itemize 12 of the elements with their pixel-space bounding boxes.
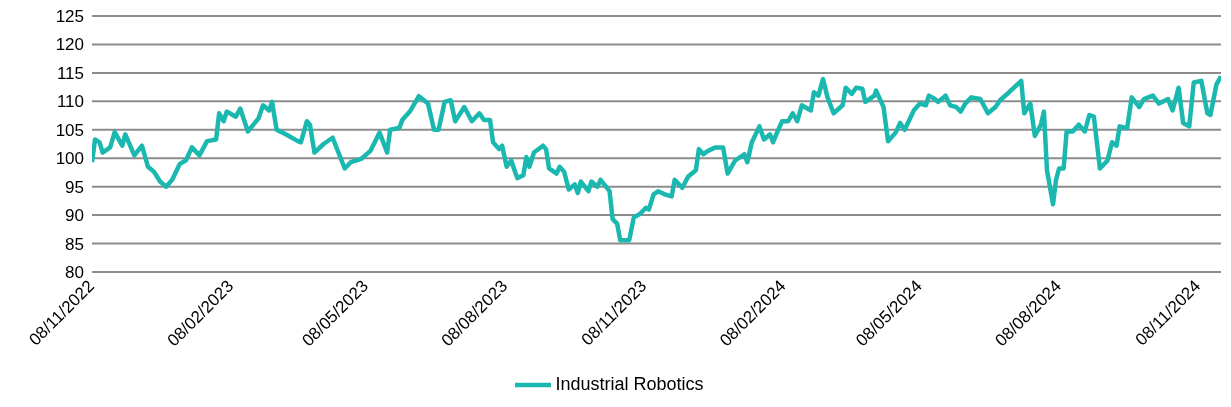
y-tick-label: 90 [65,206,84,226]
y-tick-label: 120 [55,35,84,55]
y-tick-label: 110 [56,92,84,112]
y-tick-label: 115 [56,63,84,83]
y-tick-label: 125 [55,7,84,27]
legend-label: Industrial Robotics [555,373,704,394]
y-tick-label: 80 [65,263,84,283]
y-tick-label: 105 [55,120,84,140]
y-tick-label: 100 [55,149,84,169]
line-series [92,74,1221,243]
y-tick-label: 95 [65,177,84,197]
y-tick-label: 85 [65,234,84,254]
